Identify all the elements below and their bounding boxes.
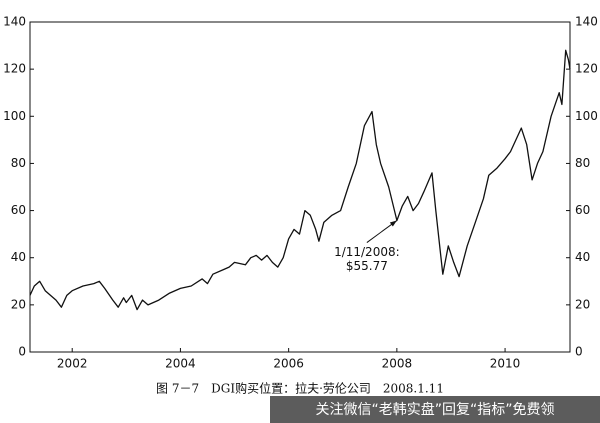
y-tick-label: 0 xyxy=(18,345,26,359)
y-tick-label: 80 xyxy=(11,156,26,170)
y-tick-label: 100 xyxy=(3,109,26,123)
y-tick-label: 60 xyxy=(11,203,26,217)
plot-frame xyxy=(29,21,571,353)
y2-tick-label: 100 xyxy=(575,109,598,123)
y-tick-label: 120 xyxy=(3,62,26,76)
annotation-arrowhead xyxy=(389,220,397,227)
y2-tick-label: 0 xyxy=(575,345,583,359)
watermark: 关注微信“老韩实盘”回复“指标”免费领 xyxy=(315,401,554,418)
y2-tick-label: 140 xyxy=(575,15,598,29)
y2-tick-label: 60 xyxy=(575,203,590,217)
y2-tick-label: 40 xyxy=(575,250,590,264)
price-line xyxy=(29,49,571,311)
x-tick-label: 2004 xyxy=(165,357,196,371)
x-tick-label: 2010 xyxy=(490,357,521,371)
annotation-text: 1/11/2008: xyxy=(334,245,400,259)
y2-tick-label: 80 xyxy=(575,156,590,170)
y2-tick-label: 120 xyxy=(575,62,598,76)
caption: 图 7－7 DGI购买位置：拉夫·劳伦公司 2008.1.11 xyxy=(156,381,444,396)
x-tick-label: 2006 xyxy=(273,357,304,371)
y-tick-label: 140 xyxy=(3,15,26,29)
y-tick-label: 40 xyxy=(11,250,26,264)
watermark-box xyxy=(270,396,600,423)
x-tick-label: 2002 xyxy=(57,357,88,371)
y2-tick-label: 20 xyxy=(575,297,590,311)
y-tick-label: 20 xyxy=(11,297,26,311)
x-tick-label: 2008 xyxy=(382,357,413,371)
annotation-text: $55.77 xyxy=(346,259,388,273)
